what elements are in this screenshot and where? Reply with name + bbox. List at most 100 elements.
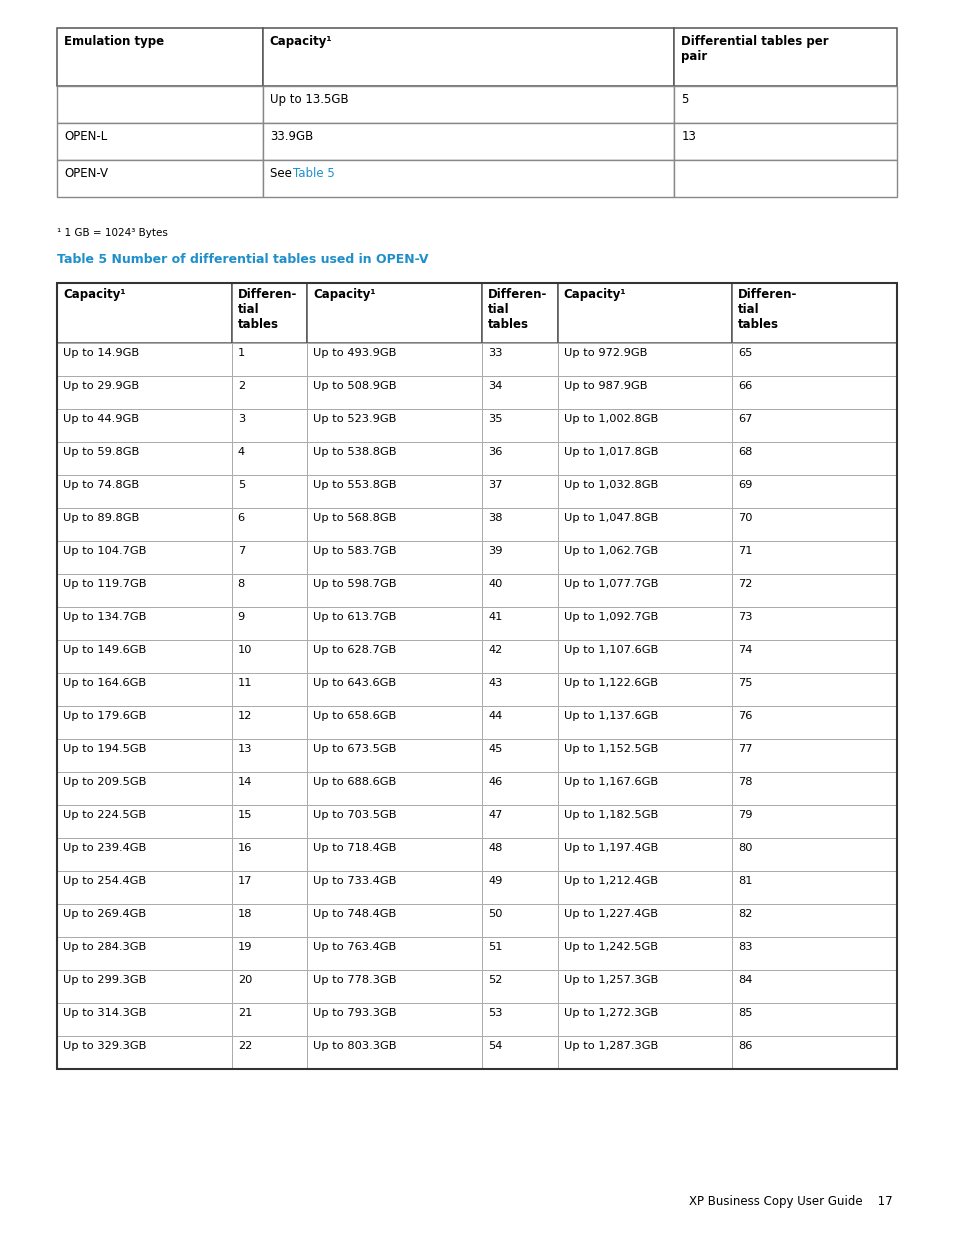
Text: Up to 568.8GB: Up to 568.8GB (313, 513, 396, 522)
Text: Up to 1,227.4GB: Up to 1,227.4GB (563, 909, 657, 919)
Bar (558, 606, 732, 640)
Bar (232, 805, 307, 839)
Text: 78: 78 (738, 777, 752, 787)
Text: Up to 44.9GB: Up to 44.9GB (63, 414, 139, 424)
Text: Up to 209.5GB: Up to 209.5GB (63, 777, 146, 787)
Text: 69: 69 (738, 480, 752, 490)
Bar (732, 409, 896, 442)
Text: 19: 19 (237, 942, 252, 952)
Bar (232, 969, 307, 1003)
Bar (732, 871, 896, 904)
Text: Up to 1,137.6GB: Up to 1,137.6GB (563, 711, 658, 721)
Text: Up to 149.6GB: Up to 149.6GB (63, 645, 146, 655)
Text: 46: 46 (488, 777, 502, 787)
Text: Up to 1,122.6GB: Up to 1,122.6GB (563, 678, 657, 688)
Bar (481, 409, 558, 442)
Text: Up to 643.6GB: Up to 643.6GB (313, 678, 396, 688)
Bar (481, 772, 558, 805)
Text: 84: 84 (738, 974, 752, 986)
Bar (732, 1003, 896, 1036)
Bar (307, 969, 481, 1003)
Text: 36: 36 (488, 447, 502, 457)
Bar (307, 805, 481, 839)
Text: 33: 33 (488, 348, 502, 358)
Text: Differen-
tial
tables: Differen- tial tables (488, 288, 547, 331)
Bar (232, 937, 307, 969)
Bar (307, 772, 481, 805)
Bar (732, 739, 896, 772)
Bar (307, 442, 481, 475)
Text: 39: 39 (488, 546, 502, 556)
Text: Up to 1,062.7GB: Up to 1,062.7GB (563, 546, 657, 556)
Bar (307, 409, 481, 442)
Text: Up to 628.7GB: Up to 628.7GB (313, 645, 396, 655)
Bar (307, 283, 481, 343)
Bar (481, 969, 558, 1003)
Bar (732, 475, 896, 508)
Bar (558, 283, 732, 343)
Bar (307, 937, 481, 969)
Bar (232, 706, 307, 739)
Bar (57, 283, 232, 343)
Text: 79: 79 (738, 810, 752, 820)
Bar (57, 673, 232, 706)
Text: 12: 12 (237, 711, 252, 721)
Bar (558, 475, 732, 508)
Bar (57, 706, 232, 739)
Bar (57, 871, 232, 904)
Text: 41: 41 (488, 613, 502, 622)
Bar (307, 1003, 481, 1036)
Bar (232, 839, 307, 871)
Bar (558, 904, 732, 937)
Text: Up to 224.5GB: Up to 224.5GB (63, 810, 146, 820)
Text: Up to 673.5GB: Up to 673.5GB (313, 743, 396, 755)
Text: Up to 553.8GB: Up to 553.8GB (313, 480, 396, 490)
Bar (732, 375, 896, 409)
Bar (307, 673, 481, 706)
Bar (307, 839, 481, 871)
Bar (232, 442, 307, 475)
Text: Table 5: Table 5 (293, 167, 335, 180)
Bar (232, 606, 307, 640)
Text: Up to 104.7GB: Up to 104.7GB (63, 546, 146, 556)
Bar (481, 871, 558, 904)
Bar (307, 541, 481, 574)
Bar (732, 640, 896, 673)
Bar (481, 839, 558, 871)
Text: Up to 13.5GB: Up to 13.5GB (270, 93, 348, 106)
Text: Up to 239.4GB: Up to 239.4GB (63, 844, 146, 853)
Text: Up to 1,002.8GB: Up to 1,002.8GB (563, 414, 658, 424)
Text: Up to 1,242.5GB: Up to 1,242.5GB (563, 942, 657, 952)
Bar (481, 283, 558, 343)
Bar (232, 904, 307, 937)
Bar (262, 86, 674, 124)
Bar (732, 937, 896, 969)
Text: 44: 44 (488, 711, 502, 721)
Bar (481, 640, 558, 673)
Text: 4: 4 (237, 447, 245, 457)
Bar (674, 124, 896, 161)
Text: Up to 74.8GB: Up to 74.8GB (63, 480, 139, 490)
Bar (57, 409, 232, 442)
Bar (558, 673, 732, 706)
Text: 42: 42 (488, 645, 502, 655)
Bar (307, 475, 481, 508)
Bar (232, 739, 307, 772)
Text: Up to 658.6GB: Up to 658.6GB (313, 711, 396, 721)
Text: Up to 733.4GB: Up to 733.4GB (313, 876, 396, 885)
Bar (232, 871, 307, 904)
Text: 1: 1 (237, 348, 245, 358)
Text: OPEN-L: OPEN-L (64, 130, 107, 143)
Bar (732, 969, 896, 1003)
Text: 53: 53 (488, 1008, 502, 1018)
Bar (732, 772, 896, 805)
Text: 81: 81 (738, 876, 752, 885)
Text: XP Business Copy User Guide    17: XP Business Copy User Guide 17 (689, 1195, 892, 1208)
Text: Up to 14.9GB: Up to 14.9GB (63, 348, 139, 358)
Text: Up to 987.9GB: Up to 987.9GB (563, 382, 646, 391)
Bar (481, 1036, 558, 1070)
Text: Up to 493.9GB: Up to 493.9GB (313, 348, 396, 358)
Text: Up to 1,152.5GB: Up to 1,152.5GB (563, 743, 658, 755)
Text: Up to 314.3GB: Up to 314.3GB (63, 1008, 146, 1018)
Bar (57, 541, 232, 574)
